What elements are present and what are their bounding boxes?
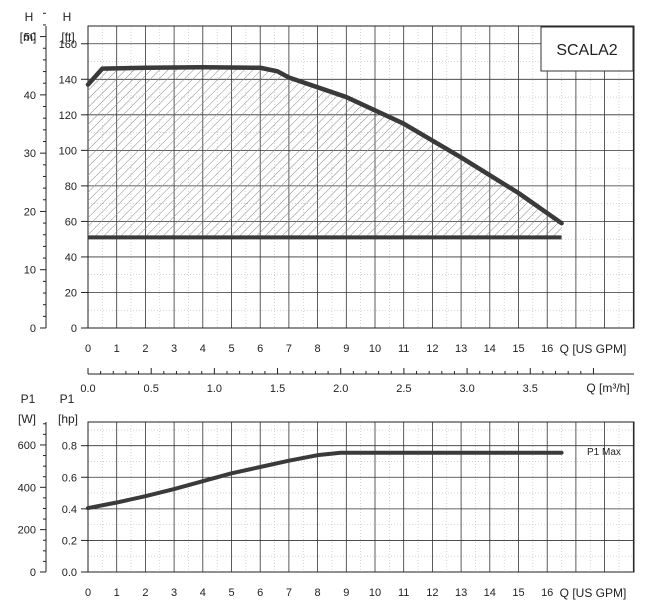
x-tick-m3h: 3.5 [523,383,538,395]
y-tick-w: 200 [18,525,36,537]
x-tick-gpm: 10 [369,587,381,599]
y-tick-ft: 100 [59,145,77,157]
x-tick-gpm: 4 [200,343,206,355]
x-tick-gpm: 12 [426,343,438,355]
y-right-symbol-bottom: P1 [60,392,75,406]
y-tick-ft: 0 [71,323,77,335]
x-tick-gpm: 0 [85,343,91,355]
y-left-symbol-bottom: P1 [21,392,36,406]
x-tick-gpm: 14 [484,587,496,599]
product-label-box: SCALA2 [540,26,634,72]
y-tick-w: 400 [18,482,36,494]
y-right-unit-top: [ft] [61,30,74,44]
x-axis-top-label-m3h: Q [m³/h] [586,381,629,395]
operating-range-area [88,67,562,238]
x-tick-gpm: 8 [315,587,321,599]
x-tick-gpm: 10 [369,343,381,355]
x-tick-m3h: 2.0 [333,383,348,395]
product-label: SCALA2 [556,42,617,59]
x-tick-gpm: 15 [512,587,524,599]
x-tick-gpm: 3 [171,343,177,355]
y-tick-m: 0 [30,323,36,335]
y-left-unit-bottom: [W] [18,412,36,426]
y-tick-ft: 80 [65,181,77,193]
y-right-symbol-top: H [63,10,72,24]
p1-max-label: P1 Max [587,447,621,458]
y-tick-hp: 0.0 [62,567,77,579]
x-tick-gpm: 12 [426,587,438,599]
x-tick-gpm: 15 [512,343,524,355]
x-tick-m3h: 2.5 [396,383,411,395]
x-tick-gpm: 2 [142,343,148,355]
x-tick-m3h: 1.0 [207,383,222,395]
y-tick-hp: 0.6 [62,472,77,484]
x-tick-gpm: 8 [315,343,321,355]
x-tick-gpm: 13 [455,343,467,355]
x-tick-gpm: 16 [541,343,553,355]
x-tick-gpm: 11 [398,343,409,355]
x-tick-gpm: 5 [228,587,234,599]
y-tick-hp: 0.2 [62,535,77,547]
y-left-symbol-top: H [25,10,34,24]
x-tick-m3h: 1.5 [270,383,285,395]
p1-max-curve [86,450,564,511]
x-tick-m3h: 3.0 [459,383,474,395]
x-tick-gpm: 1 [114,343,120,355]
x-tick-gpm: 13 [455,587,467,599]
y-tick-m: 40 [24,90,36,102]
x-axis-label-bottom: Q [US GPM] [560,586,627,600]
y-right-unit-bottom: [hp] [58,412,78,426]
x-tick-gpm: 7 [286,343,292,355]
y-tick-m: 20 [24,206,36,218]
x-tick-gpm: 9 [343,587,349,599]
x-tick-gpm: 4 [200,587,206,599]
x-tick-gpm: 6 [257,587,263,599]
x-tick-gpm: 2 [142,587,148,599]
x-tick-gpm: 5 [228,343,234,355]
y-tick-m: 50 [24,32,36,44]
y-tick-w: 600 [18,440,36,452]
y-tick-hp: 0.4 [62,504,77,516]
y-tick-m: 30 [24,148,36,160]
y-left-unit-top: [m] [20,30,37,44]
y-tick-ft: 160 [59,39,77,51]
y-tick-ft: 40 [65,252,77,264]
y-tick-ft: 60 [65,216,77,228]
x-tick-gpm: 7 [286,587,292,599]
y-tick-m: 10 [24,265,36,277]
plot-frame [87,421,635,573]
x-tick-gpm: 6 [257,343,263,355]
x-tick-gpm: 14 [484,343,496,355]
x-axis-label-top: Q [US GPM] [560,342,627,356]
x-tick-m3h: 0.5 [144,383,159,395]
power-curve-panel: 0.0 0.5 1.0 1.5 2.0 2.5 3.0 3.5 0.0 0.2 0.4 0.6 0.8 0… [18,368,635,599]
y-tick-ft: 120 [59,110,77,122]
x-tick-gpm: 9 [343,343,349,355]
x-tick-gpm: 1 [114,587,120,599]
y-tick-ft: 140 [59,74,77,86]
x-tick-gpm: 3 [171,587,177,599]
x-tick-gpm: 11 [398,587,409,599]
y-tick-hp: 0.8 [62,441,77,453]
x-tick-m3h: 0.0 [80,383,95,395]
y-tick-ft: 20 [65,287,77,299]
max-head-curve [85,64,564,226]
x-tick-gpm: 16 [541,587,553,599]
x-tick-gpm: 0 [85,587,91,599]
y-tick-w: 0 [30,567,36,579]
